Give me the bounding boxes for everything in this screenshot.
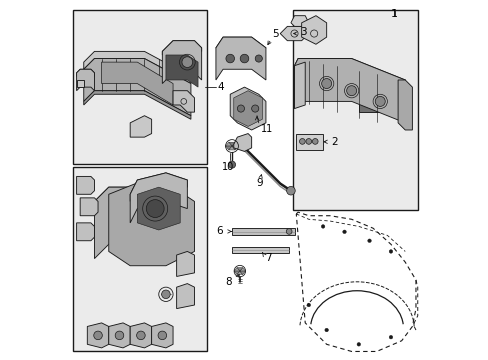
- Polygon shape: [94, 187, 187, 258]
- Circle shape: [356, 342, 360, 346]
- Polygon shape: [176, 251, 194, 276]
- Polygon shape: [108, 323, 130, 348]
- Text: 11: 11: [260, 123, 272, 134]
- Polygon shape: [130, 116, 151, 137]
- Polygon shape: [102, 62, 173, 105]
- Circle shape: [388, 249, 392, 253]
- Polygon shape: [216, 37, 265, 80]
- Text: 7: 7: [264, 253, 271, 263]
- Polygon shape: [234, 271, 240, 275]
- Polygon shape: [77, 69, 94, 76]
- Polygon shape: [162, 41, 201, 55]
- Polygon shape: [94, 187, 187, 208]
- Polygon shape: [108, 180, 194, 266]
- Text: 6: 6: [216, 226, 223, 236]
- Bar: [73, 167, 206, 351]
- Text: 5: 5: [272, 28, 279, 39]
- Polygon shape: [294, 59, 405, 123]
- Polygon shape: [77, 223, 94, 241]
- Polygon shape: [77, 176, 94, 194]
- Circle shape: [342, 230, 346, 234]
- Circle shape: [162, 290, 170, 298]
- Polygon shape: [173, 91, 194, 112]
- Polygon shape: [165, 55, 198, 87]
- Circle shape: [312, 139, 317, 144]
- Circle shape: [237, 105, 244, 112]
- Bar: [73, 10, 206, 164]
- Text: 8: 8: [224, 277, 231, 287]
- Polygon shape: [234, 267, 240, 271]
- Circle shape: [321, 78, 331, 89]
- Polygon shape: [237, 271, 242, 275]
- Polygon shape: [151, 323, 173, 348]
- Polygon shape: [130, 173, 187, 202]
- Polygon shape: [237, 267, 242, 271]
- Circle shape: [324, 328, 328, 332]
- Circle shape: [255, 55, 262, 62]
- Polygon shape: [77, 69, 94, 91]
- Polygon shape: [87, 323, 108, 348]
- Circle shape: [115, 331, 123, 340]
- Circle shape: [286, 186, 295, 195]
- Polygon shape: [230, 87, 265, 130]
- Polygon shape: [294, 62, 305, 109]
- Polygon shape: [83, 51, 190, 84]
- Polygon shape: [228, 142, 235, 146]
- Circle shape: [182, 57, 192, 67]
- Polygon shape: [397, 80, 411, 130]
- Polygon shape: [225, 142, 231, 146]
- Circle shape: [321, 225, 324, 228]
- Text: 10: 10: [222, 162, 234, 172]
- Polygon shape: [290, 16, 308, 26]
- Polygon shape: [233, 134, 251, 152]
- Circle shape: [136, 331, 145, 340]
- Polygon shape: [130, 323, 151, 348]
- Text: 4: 4: [217, 82, 223, 92]
- Circle shape: [146, 200, 164, 217]
- Polygon shape: [80, 198, 98, 216]
- Circle shape: [94, 331, 102, 340]
- Polygon shape: [83, 59, 190, 116]
- Circle shape: [240, 54, 248, 63]
- Polygon shape: [225, 146, 231, 150]
- Text: 9: 9: [256, 178, 263, 188]
- Bar: [231, 247, 288, 253]
- Text: 2: 2: [330, 137, 337, 147]
- Circle shape: [374, 96, 385, 107]
- Circle shape: [388, 336, 392, 339]
- Polygon shape: [130, 173, 187, 223]
- Text: 3: 3: [300, 27, 306, 37]
- Polygon shape: [240, 267, 245, 271]
- Bar: [296, 134, 323, 150]
- Bar: [292, 10, 417, 210]
- Polygon shape: [301, 16, 326, 44]
- Polygon shape: [176, 284, 194, 309]
- Circle shape: [346, 86, 356, 96]
- Circle shape: [251, 105, 258, 112]
- Polygon shape: [233, 91, 262, 126]
- Circle shape: [285, 229, 291, 234]
- Polygon shape: [162, 41, 201, 84]
- Circle shape: [299, 139, 305, 144]
- Polygon shape: [216, 37, 265, 55]
- Polygon shape: [240, 271, 245, 275]
- Bar: [358, 80, 394, 112]
- Bar: [231, 228, 294, 235]
- Circle shape: [305, 139, 311, 144]
- Polygon shape: [231, 142, 238, 146]
- Circle shape: [228, 161, 235, 168]
- Circle shape: [225, 54, 234, 63]
- Polygon shape: [228, 146, 235, 150]
- Text: 1: 1: [390, 9, 397, 19]
- Circle shape: [367, 239, 370, 243]
- Polygon shape: [294, 59, 405, 87]
- Polygon shape: [280, 26, 308, 41]
- Circle shape: [306, 303, 310, 307]
- Polygon shape: [137, 187, 180, 230]
- Polygon shape: [77, 80, 83, 87]
- Circle shape: [158, 331, 166, 340]
- Polygon shape: [83, 91, 190, 119]
- Polygon shape: [231, 146, 238, 150]
